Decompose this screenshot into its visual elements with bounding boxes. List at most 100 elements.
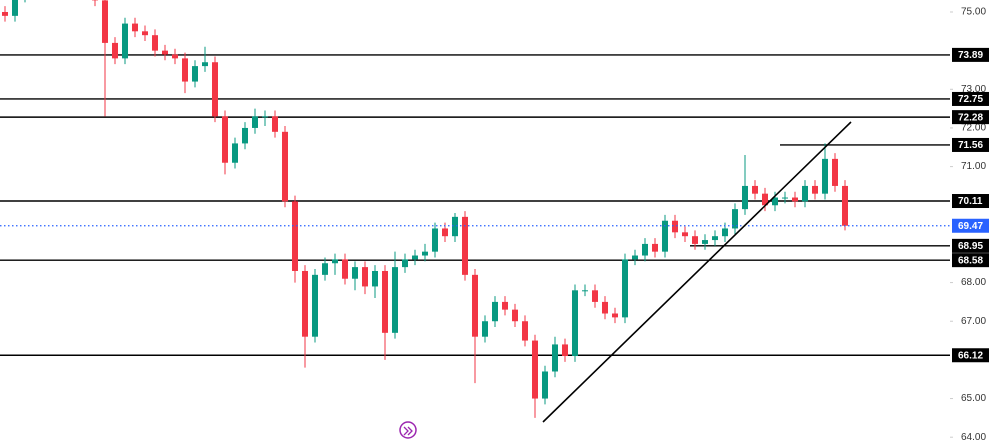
candle-body: [232, 143, 238, 163]
candle-body: [222, 116, 228, 163]
candle-body: [462, 216, 468, 275]
candle-body: [592, 290, 598, 302]
price-box-label: 69.47: [958, 221, 983, 232]
candle-body: [512, 309, 518, 322]
candle-body: [142, 31, 148, 36]
price-box-label: 68.95: [958, 241, 983, 252]
candle-body: [712, 236, 718, 241]
candle-body: [292, 201, 298, 271]
price-box: [952, 47, 989, 62]
candle-body: [192, 66, 198, 82]
candle-body: [652, 243, 658, 252]
y-tick-label: 75.00: [961, 7, 986, 18]
price-box: [952, 91, 989, 106]
candle-body: [792, 197, 798, 202]
candle-body: [532, 340, 538, 399]
scroll-button[interactable]: [399, 421, 417, 439]
price-box-label: 72.28: [958, 112, 983, 123]
candle-body: [392, 267, 398, 333]
y-tick-label: 72.00: [961, 123, 986, 134]
candle-body: [152, 35, 158, 51]
candle-body: [422, 251, 428, 256]
trend-line: [542, 121, 852, 423]
candle-body: [602, 301, 608, 314]
candle-body: [252, 116, 258, 128]
candle-body: [812, 185, 818, 194]
y-tick-label: 67.00: [961, 316, 986, 327]
candle-body: [492, 301, 498, 322]
candle-body: [362, 267, 368, 287]
candle-body: [352, 267, 358, 279]
candle-body: [772, 197, 778, 206]
candle-body: [552, 344, 558, 372]
y-tick-label: 64.00: [961, 432, 986, 443]
candle-body: [2, 11, 8, 16]
candle-body: [212, 62, 218, 117]
price-box-label: 71.56: [958, 140, 983, 151]
candle-body: [702, 240, 708, 244]
candle-body: [12, 0, 18, 16]
candle-body: [432, 228, 438, 252]
candle-body: [482, 321, 488, 337]
price-box: [952, 348, 989, 363]
candle-body: [122, 23, 128, 59]
y-tick-label: 68.00: [961, 277, 986, 288]
candle-body: [612, 313, 618, 318]
price-axis: 64.00 65.00 67.00 68.00 71.00 72.00 73.00 75.00…: [950, 7, 989, 443]
candle-body: [672, 220, 678, 233]
candle-body: [332, 259, 338, 264]
candle-body: [402, 259, 408, 268]
candle-body: [542, 371, 548, 399]
candle-body: [262, 116, 268, 118]
price-box: [952, 218, 989, 233]
candle-body: [282, 131, 288, 202]
y-tick-label: 65.00: [961, 393, 986, 404]
candle-body: [502, 301, 508, 310]
candle-body: [102, 0, 108, 43]
candle-body: [762, 193, 768, 206]
price-box: [952, 194, 989, 209]
price-box: [952, 238, 989, 253]
candle-body: [272, 116, 278, 132]
price-box: [952, 110, 989, 125]
candle-body: [452, 216, 458, 237]
candle-body: [442, 228, 448, 237]
candle-body: [842, 185, 848, 226]
price-box-label: 68.58: [958, 255, 983, 266]
candle-body: [242, 127, 248, 144]
candle-body: [132, 23, 138, 32]
candle-body: [822, 158, 828, 194]
price-box: [952, 137, 989, 152]
candle-body: [732, 209, 738, 229]
y-tick-label: 73.00: [961, 84, 986, 95]
candle-body: [582, 290, 588, 292]
candle-body: [202, 62, 208, 67]
price-box-label: 73.89: [958, 50, 983, 61]
candle-body: [412, 255, 418, 260]
candle-body: [782, 197, 788, 199]
candle-body: [302, 270, 308, 337]
candle-body: [802, 185, 808, 202]
candle-body: [522, 321, 528, 341]
candle-body: [172, 54, 178, 59]
candle-body: [562, 344, 568, 357]
candle-body: [182, 58, 188, 82]
candle-body: [572, 290, 578, 357]
candle-body: [662, 220, 668, 252]
candle-body: [162, 50, 168, 55]
candle-body: [372, 270, 378, 287]
candle-body: [742, 185, 748, 210]
candle-body: [622, 259, 628, 318]
candle-body: [642, 243, 648, 256]
y-tick-label: 71.00: [961, 161, 986, 172]
price-box: [952, 253, 989, 268]
candle-body: [312, 274, 318, 337]
candle-body: [682, 232, 688, 237]
candle-body: [632, 255, 638, 260]
candle-body: [752, 185, 758, 194]
price-box-label: 72.75: [958, 94, 983, 105]
plot-area: [0, 0, 950, 418]
candle-body: [342, 259, 348, 279]
